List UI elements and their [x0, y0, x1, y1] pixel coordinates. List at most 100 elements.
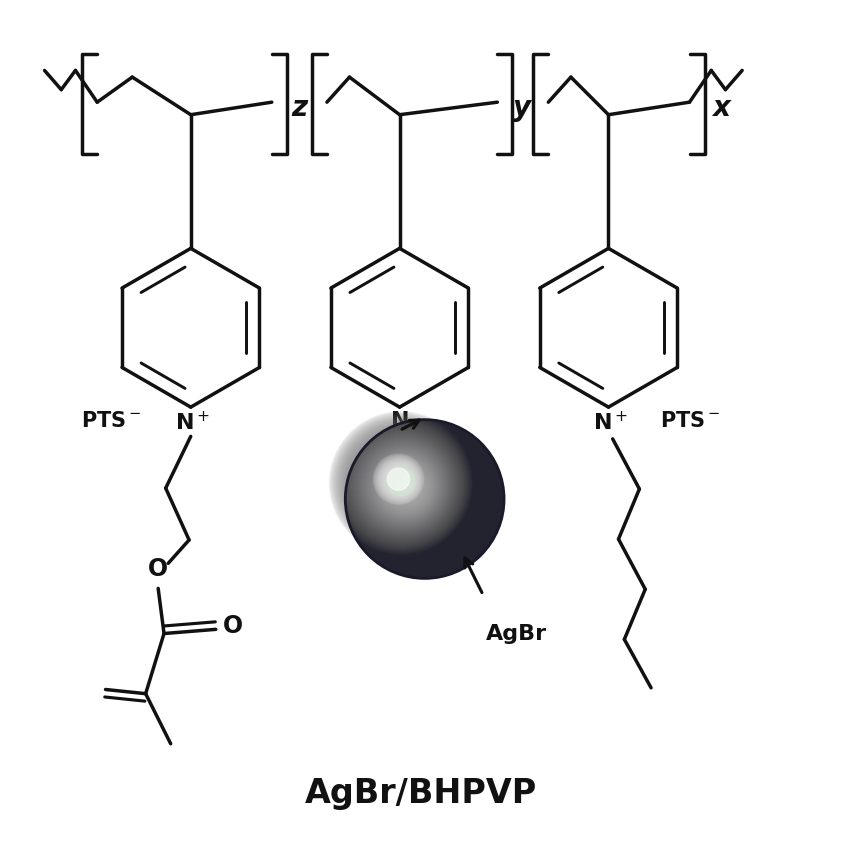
- Circle shape: [360, 441, 447, 529]
- Circle shape: [388, 468, 425, 505]
- Circle shape: [399, 479, 415, 496]
- Circle shape: [332, 414, 470, 552]
- Circle shape: [370, 451, 439, 520]
- Circle shape: [368, 449, 440, 521]
- Circle shape: [357, 438, 450, 532]
- Circle shape: [349, 431, 456, 538]
- Circle shape: [383, 464, 428, 508]
- Circle shape: [394, 474, 420, 500]
- Circle shape: [396, 477, 418, 498]
- Circle shape: [339, 421, 464, 546]
- Circle shape: [375, 455, 422, 502]
- Circle shape: [368, 449, 441, 522]
- Circle shape: [395, 476, 419, 499]
- Circle shape: [372, 453, 438, 519]
- Circle shape: [364, 445, 444, 526]
- Circle shape: [331, 413, 472, 554]
- Circle shape: [344, 426, 460, 542]
- Circle shape: [385, 466, 426, 507]
- Circle shape: [378, 459, 419, 500]
- Circle shape: [383, 464, 414, 495]
- Circle shape: [407, 487, 409, 489]
- Text: AgBr/BHPVP: AgBr/BHPVP: [304, 777, 537, 811]
- Circle shape: [386, 467, 411, 492]
- Circle shape: [348, 430, 457, 538]
- Circle shape: [406, 486, 410, 490]
- Circle shape: [345, 427, 459, 541]
- Text: x: x: [712, 94, 730, 122]
- Circle shape: [400, 480, 415, 495]
- Circle shape: [384, 465, 413, 494]
- Circle shape: [361, 443, 447, 528]
- Circle shape: [341, 423, 463, 544]
- Circle shape: [405, 485, 410, 490]
- Circle shape: [395, 476, 402, 483]
- Circle shape: [380, 461, 431, 511]
- Circle shape: [382, 462, 430, 510]
- Text: $\mathbf{N}^+$: $\mathbf{N}^+$: [593, 411, 627, 435]
- Text: AgBr: AgBr: [486, 624, 547, 645]
- Circle shape: [333, 415, 469, 551]
- Circle shape: [403, 483, 412, 492]
- Circle shape: [404, 484, 411, 491]
- Circle shape: [389, 469, 409, 490]
- Circle shape: [366, 447, 442, 524]
- Circle shape: [390, 471, 407, 488]
- Circle shape: [374, 455, 423, 503]
- Circle shape: [365, 446, 443, 525]
- Text: O: O: [148, 557, 168, 581]
- Circle shape: [383, 463, 429, 509]
- Circle shape: [330, 412, 473, 555]
- Circle shape: [381, 461, 416, 497]
- Text: O: O: [223, 614, 242, 638]
- Circle shape: [387, 467, 415, 496]
- Circle shape: [359, 440, 448, 530]
- Circle shape: [379, 460, 418, 499]
- Circle shape: [387, 467, 410, 491]
- Circle shape: [373, 454, 437, 518]
- Circle shape: [394, 474, 404, 484]
- Circle shape: [382, 462, 415, 496]
- Circle shape: [353, 435, 453, 534]
- Circle shape: [378, 460, 432, 513]
- Circle shape: [355, 437, 452, 533]
- Circle shape: [384, 465, 427, 508]
- Text: y: y: [513, 94, 532, 122]
- Circle shape: [378, 458, 420, 501]
- Circle shape: [391, 472, 421, 502]
- Text: z: z: [291, 94, 308, 122]
- Circle shape: [376, 456, 421, 502]
- Circle shape: [347, 429, 458, 539]
- Circle shape: [401, 481, 414, 494]
- Circle shape: [376, 456, 435, 515]
- Circle shape: [394, 473, 420, 501]
- Text: $\mathbf{N}^+$: $\mathbf{N}^+$: [175, 411, 210, 435]
- Circle shape: [352, 434, 454, 535]
- Circle shape: [379, 461, 431, 512]
- Circle shape: [346, 419, 504, 579]
- Circle shape: [377, 457, 420, 501]
- Circle shape: [397, 478, 417, 497]
- Text: $\mathbf{N}$: $\mathbf{N}$: [390, 411, 409, 431]
- Circle shape: [378, 458, 433, 514]
- Circle shape: [388, 468, 410, 490]
- Circle shape: [346, 428, 458, 540]
- Circle shape: [386, 467, 426, 506]
- Circle shape: [398, 479, 416, 496]
- Circle shape: [354, 436, 452, 534]
- Circle shape: [335, 417, 468, 550]
- Circle shape: [402, 482, 413, 493]
- Circle shape: [338, 420, 465, 547]
- Circle shape: [392, 473, 405, 486]
- Circle shape: [358, 439, 449, 531]
- Circle shape: [398, 479, 399, 480]
- Text: $\mathbf{PTS}^-$: $\mathbf{PTS}^-$: [660, 411, 721, 431]
- Circle shape: [350, 431, 456, 537]
- Circle shape: [389, 470, 408, 489]
- Circle shape: [388, 468, 410, 490]
- Circle shape: [362, 444, 445, 526]
- Circle shape: [394, 475, 403, 484]
- Circle shape: [336, 419, 467, 549]
- Circle shape: [351, 432, 455, 536]
- Circle shape: [377, 457, 434, 514]
